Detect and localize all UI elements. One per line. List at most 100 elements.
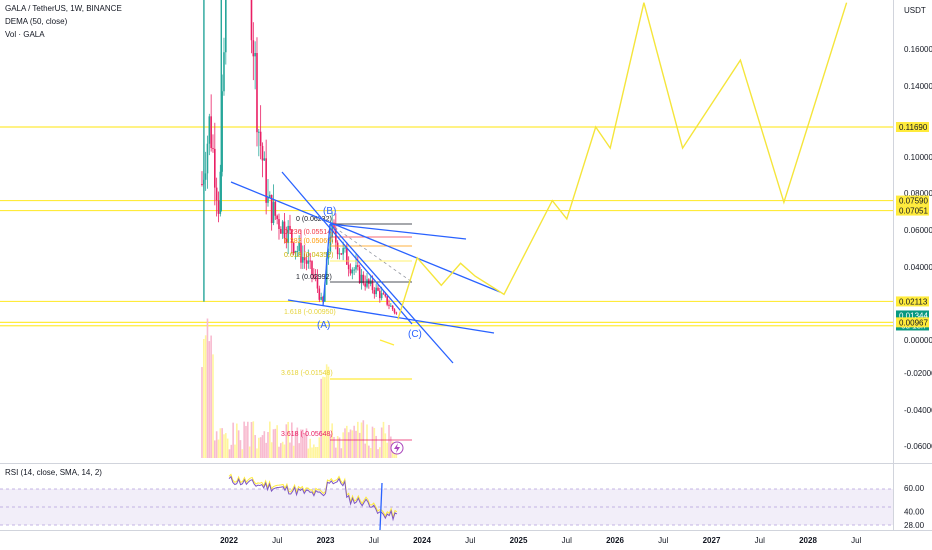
candle-body bbox=[391, 305, 394, 310]
volume-bar bbox=[232, 422, 234, 458]
rsi-indicator-label[interactable]: RSI (14, close, SMA, 14, 2) bbox=[5, 468, 102, 477]
volume-bar bbox=[212, 354, 214, 458]
candle-body bbox=[254, 53, 256, 57]
volume-bar bbox=[210, 335, 212, 458]
price-tag-label: 0.07051 bbox=[899, 207, 928, 216]
volume-bar bbox=[379, 447, 381, 458]
fib-extension[interactable]: 0 (0.06232) 0.236 (0.05514) 0.382 (0.050… bbox=[281, 216, 413, 441]
volume-bar bbox=[274, 428, 277, 458]
volume-bar bbox=[245, 425, 247, 458]
wave-label-b: (B) bbox=[323, 206, 336, 217]
volume-indicator-label[interactable]: Vol · GALA bbox=[5, 30, 45, 39]
rsi-axis[interactable]: 60.00 40.00 28.00 bbox=[904, 484, 925, 530]
candle-body bbox=[309, 260, 311, 262]
volume-bar bbox=[375, 435, 377, 458]
volume-bar bbox=[346, 425, 348, 458]
volume-bar bbox=[322, 376, 324, 458]
candle-body bbox=[291, 230, 293, 244]
candle-body bbox=[358, 266, 361, 284]
candle-body bbox=[355, 265, 357, 270]
volume-bar bbox=[324, 377, 326, 458]
time-tick-label: Jul bbox=[369, 536, 379, 545]
candle-body bbox=[340, 253, 343, 255]
candle-body bbox=[263, 158, 266, 161]
volume-bar bbox=[261, 435, 264, 458]
time-tick-label: Jul bbox=[562, 536, 572, 545]
price-tick-label: -0.04000 bbox=[904, 406, 932, 415]
volume-bar bbox=[340, 448, 343, 458]
candle-body bbox=[298, 242, 300, 251]
candle-body bbox=[325, 258, 328, 285]
fib-label-0382: 0.382 (0.05069) bbox=[284, 238, 333, 245]
symbol-title[interactable]: GALA / TetherUS, 1W, BINANCE bbox=[5, 4, 122, 13]
volume-bar bbox=[221, 428, 223, 458]
candle-body bbox=[283, 221, 286, 239]
volume-bar bbox=[353, 425, 355, 458]
time-tick-label: 2023 bbox=[317, 536, 335, 545]
candle-body bbox=[296, 250, 299, 252]
volume-bar bbox=[256, 448, 258, 458]
candle-body bbox=[311, 261, 313, 275]
candle-body bbox=[320, 296, 322, 300]
volume-bar bbox=[325, 364, 328, 458]
candle-body bbox=[362, 274, 365, 284]
candle-body bbox=[215, 187, 218, 201]
volume-bar bbox=[285, 424, 288, 458]
candle-body bbox=[250, 0, 253, 41]
wave-label-c: (C) bbox=[408, 329, 422, 340]
volume-bar bbox=[201, 367, 203, 458]
volume-bar bbox=[289, 442, 291, 458]
candle-body bbox=[212, 148, 214, 150]
projection-path[interactable] bbox=[397, 2, 848, 320]
price-tick-label: 0.00000 bbox=[904, 336, 932, 345]
volume-bar bbox=[280, 443, 282, 458]
price-tick-label: 0.06000 bbox=[904, 226, 932, 235]
rsi-tick-label: 28.00 bbox=[904, 521, 925, 530]
volume-bar bbox=[377, 449, 379, 458]
volume-bar bbox=[283, 444, 286, 458]
volume-bar bbox=[294, 430, 297, 458]
lightning-icon[interactable] bbox=[390, 441, 404, 455]
wave-label-a: (A) bbox=[317, 320, 330, 331]
volume-bar bbox=[366, 424, 368, 458]
fib-label-1: 1 (0.02992) bbox=[296, 274, 332, 281]
volume-bar bbox=[344, 428, 346, 458]
candle-body bbox=[294, 251, 297, 254]
volume-bar bbox=[355, 430, 357, 458]
rsi-line bbox=[228, 475, 398, 522]
volume-bar bbox=[338, 437, 341, 458]
time-tick-label: 2027 bbox=[703, 536, 721, 545]
volume-bar bbox=[309, 438, 311, 458]
candle-body bbox=[318, 288, 321, 300]
dema-indicator-label[interactable]: DEMA (50, close) bbox=[5, 17, 68, 26]
candle-body bbox=[336, 242, 339, 255]
rsi-ma-line bbox=[228, 473, 398, 520]
candle-body bbox=[270, 194, 273, 224]
time-tick-label: 2022 bbox=[220, 536, 238, 545]
price-axis[interactable]: 0.16000 0.14000 0.10000 0.08000 0.06000 0.040… bbox=[904, 45, 932, 451]
candle-body bbox=[349, 269, 352, 274]
price-pane[interactable] bbox=[0, 0, 893, 462]
candle-body bbox=[344, 247, 346, 249]
volume-bar bbox=[225, 433, 227, 458]
price-tag bbox=[896, 195, 929, 206]
candle-body bbox=[377, 287, 379, 291]
time-axis[interactable]: 2022 Jul 2023 Jul 2024 Jul 2025 Jul 2026 Jul 2027 J… bbox=[220, 536, 861, 545]
candle-body bbox=[333, 222, 335, 229]
trendlines[interactable] bbox=[230, 171, 501, 364]
volume-bar bbox=[204, 335, 207, 458]
candle-body bbox=[265, 158, 267, 203]
time-tick-label: 2028 bbox=[799, 536, 817, 545]
price-tag bbox=[896, 205, 929, 216]
volume-bar bbox=[384, 433, 387, 458]
volume-bar bbox=[364, 443, 366, 458]
volume-bar bbox=[307, 448, 310, 458]
rsi-tick-label: 60.00 bbox=[904, 484, 925, 493]
candle-body bbox=[382, 293, 385, 295]
candle-body bbox=[360, 274, 363, 284]
fib-label-0: 0 (0.06232) bbox=[296, 216, 332, 223]
volume-bar bbox=[203, 338, 205, 458]
candle-body bbox=[314, 276, 317, 278]
candle-body bbox=[206, 143, 209, 174]
